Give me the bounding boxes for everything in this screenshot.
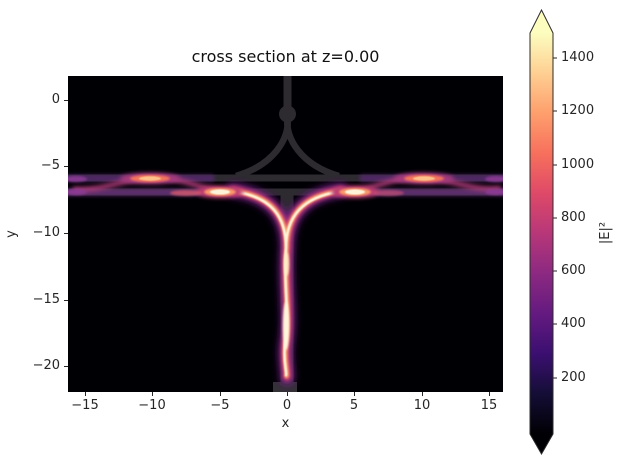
x-tick-mark — [489, 392, 490, 396]
heatmap-canvas — [68, 76, 503, 392]
plot-title: cross section at z=0.00 — [191, 47, 380, 66]
x-tick-label: 15 — [480, 398, 498, 413]
y-tick-mark — [64, 300, 68, 301]
y-tick-label: −5 — [40, 158, 60, 173]
x-tick-label: −5 — [210, 398, 230, 413]
colorbar-tick-label: 200 — [561, 370, 586, 385]
plot-area — [68, 76, 503, 392]
colorbar-tick-label: 1000 — [561, 157, 595, 172]
x-tick-label: 10 — [413, 398, 431, 413]
y-tick-mark — [64, 233, 68, 234]
colorbar-tick-marks — [553, 57, 557, 379]
colorbar — [529, 8, 557, 456]
y-tick-label: −15 — [32, 292, 60, 307]
y-tick-label: −10 — [32, 225, 60, 240]
x-tick-mark — [85, 392, 86, 396]
y-tick-label: 0 — [51, 92, 60, 107]
y-axis-label: y — [4, 230, 19, 238]
colorbar-tick-label: 600 — [561, 263, 586, 278]
x-tick-mark — [220, 392, 221, 396]
x-axis-label: x — [281, 416, 290, 431]
colorbar-tick-label: 1200 — [561, 103, 595, 118]
x-tick-label: −15 — [71, 398, 99, 413]
x-tick-mark — [152, 392, 153, 396]
colorbar-tick-label: 800 — [561, 210, 586, 225]
colorbar-tick-label: 400 — [561, 316, 586, 331]
colorbar-axis-label: |E|² — [598, 221, 613, 245]
colorbar-gradient-bar — [529, 8, 554, 456]
y-tick-mark — [64, 166, 68, 167]
x-tick-label: −10 — [138, 398, 166, 413]
x-tick-mark — [422, 392, 423, 396]
field-hotspot-lobes — [68, 173, 503, 198]
colorbar-tick-label: 1400 — [561, 50, 595, 65]
y-tick-mark — [64, 366, 68, 367]
x-tick-mark — [287, 392, 288, 396]
x-tick-label: 0 — [282, 398, 292, 413]
field-center-y-junction — [226, 183, 348, 385]
y-tick-label: −20 — [32, 358, 60, 373]
x-tick-label: 5 — [349, 398, 359, 413]
x-tick-mark — [354, 392, 355, 396]
y-tick-mark — [64, 100, 68, 101]
